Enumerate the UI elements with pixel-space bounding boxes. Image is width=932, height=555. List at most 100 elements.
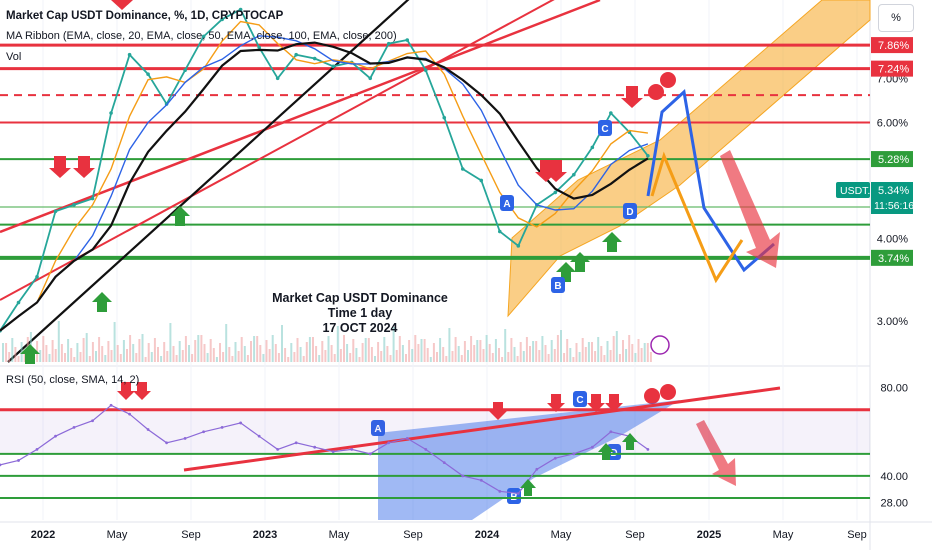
time-axis-label: 2024: [475, 529, 500, 541]
rsi-point: [479, 478, 483, 482]
time-axis-label: Sep: [847, 529, 867, 541]
price-point: [35, 275, 39, 279]
wave-marker-label: D: [626, 207, 633, 218]
volume-bar: [42, 336, 45, 362]
price-level-badge: [871, 249, 913, 266]
price-point: [238, 7, 243, 12]
volume-bar: [228, 347, 231, 362]
rsi-point: [387, 441, 391, 445]
volume-bar: [299, 347, 302, 362]
volume-bar: [538, 350, 541, 362]
price-point: [201, 34, 206, 39]
volume-bar: [501, 357, 504, 362]
volume-bar: [181, 350, 184, 362]
price-point: [609, 111, 613, 115]
volume-bar: [141, 334, 144, 362]
volume-bar: [271, 335, 274, 362]
volume-bar: [370, 347, 373, 362]
volume-bar: [107, 341, 110, 362]
volume-bar: [485, 335, 488, 362]
rsi-down-arrow-icon: [133, 382, 151, 400]
volume-bar: [606, 341, 609, 362]
volume-bar: [386, 346, 389, 362]
current-price-badge: [871, 182, 913, 214]
volume-bar: [166, 351, 169, 362]
volume-bar: [157, 347, 159, 362]
volume-bar: [253, 336, 256, 362]
rsi-up-arrow-icon: [520, 479, 536, 496]
volume-bar: [547, 354, 550, 362]
chart-annotation: Market Cap USDT Dominance Time 1 day 17 …: [240, 291, 480, 336]
time-axis-label: May: [551, 529, 572, 541]
volume-bar: [318, 355, 321, 362]
rsi-point: [609, 430, 613, 434]
price-point: [72, 203, 76, 207]
rsi-point: [405, 436, 409, 440]
volume-bar: [57, 321, 60, 362]
up-arrow-icon: [20, 344, 40, 364]
rsi-point: [535, 467, 539, 471]
rsi-wedge: [378, 400, 680, 520]
price-level-badge: [871, 60, 913, 77]
volume-bar: [160, 356, 163, 362]
volume-bar: [411, 349, 414, 362]
volume-bar: [240, 337, 243, 362]
up-arrow-icon: [92, 292, 112, 312]
volume-bar: [126, 349, 128, 362]
volume-bar: [603, 355, 606, 362]
volume-bar: [327, 336, 330, 362]
volume-bar: [374, 356, 376, 362]
volume-bar: [308, 337, 311, 362]
volume-bar: [265, 340, 268, 362]
rsi-point: [424, 448, 428, 451]
rsi-point: [646, 448, 650, 451]
volume-bar: [575, 343, 578, 362]
wave-marker-label: B: [554, 281, 561, 292]
rsi-point: [276, 448, 280, 451]
volume-bar: [85, 333, 88, 362]
angry-face-icon: [660, 72, 676, 88]
volume-bar: [95, 351, 97, 362]
price-point: [109, 111, 113, 115]
rsi-axis-tick: 28.00: [880, 497, 908, 509]
rsi-line: [0, 404, 649, 495]
volume-bar: [197, 335, 200, 362]
volume-bar: [637, 339, 640, 362]
volume-bar: [513, 347, 516, 362]
volume-bar: [60, 344, 63, 362]
price-level-badge: [871, 37, 913, 54]
down-arrow-icon: [73, 156, 95, 178]
price-point: [479, 178, 484, 183]
volume-bar: [45, 345, 48, 362]
rsi-point: [331, 450, 335, 454]
rsi-point: [239, 421, 243, 425]
volume-bar: [522, 351, 525, 362]
volume-bar: [467, 350, 469, 362]
volume-bar: [625, 349, 628, 362]
volume-bar: [417, 344, 420, 362]
volume-bar: [581, 338, 584, 362]
time-axis-label: 2022: [31, 529, 55, 541]
volume-legend: Vol: [6, 51, 22, 63]
volume-bar: [395, 350, 398, 362]
volume-bar: [191, 354, 194, 362]
volume-bar: [98, 337, 101, 362]
wave-marker-badge: [551, 277, 565, 293]
price-point: [312, 56, 317, 61]
price-point: [294, 52, 298, 57]
rsi-point: [590, 445, 594, 449]
rsi-point: [0, 463, 2, 467]
volume-bar: [634, 353, 637, 362]
up-arrow-icon: [602, 232, 622, 252]
rsi-point: [553, 456, 557, 460]
up-arrow-icon: [570, 252, 590, 272]
percent-scale-button[interactable]: %: [878, 4, 914, 32]
volume-bar: [361, 343, 364, 362]
volume-bar: [401, 345, 404, 362]
volume-bar: [290, 343, 293, 362]
volume-bar: [104, 355, 107, 362]
volume-bar: [336, 326, 339, 362]
volume-bar: [454, 337, 457, 362]
volume-bar: [479, 340, 482, 362]
